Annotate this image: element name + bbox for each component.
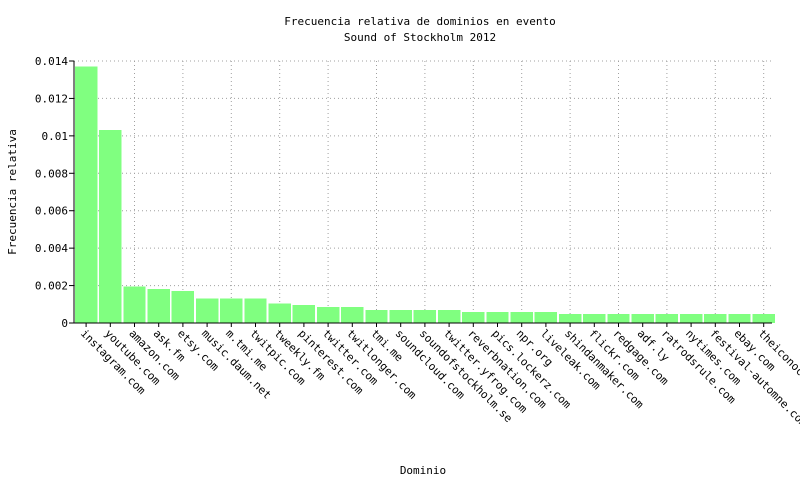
bar-npr-org [510, 311, 533, 323]
grid [74, 60, 772, 323]
bar-liveleak-com [534, 311, 558, 323]
bar-flickr-com [583, 314, 606, 323]
y-tick-label: 0.012 [35, 92, 68, 105]
y-tick-label: 0 [61, 317, 68, 330]
bar-ask-fm [147, 288, 170, 323]
chart-title: Frecuencia relativa de dominios en event… [284, 15, 556, 28]
axes [69, 60, 772, 327]
y-tick-labels: 0 0.002 0.004 0.006 0.008 0.01 0.012 0.014 [35, 55, 68, 330]
bars [74, 66, 775, 324]
bar-music-daum-net [195, 298, 219, 323]
bar-ebay-com [728, 314, 751, 323]
bar-twitlonger-com [341, 307, 364, 323]
x-axis-label: Dominio [400, 464, 446, 477]
bar-pics-lockerz-com [486, 311, 509, 323]
bar-theiconoclasts-com [752, 314, 775, 323]
bar-amazon-com [123, 286, 146, 323]
x-tick-labels: instagram.comyoutube.comamazon.comask.fm… [78, 327, 800, 430]
bar-twitter-com [316, 307, 340, 323]
bar-soundofstockholm-se [413, 309, 437, 323]
bar-redgage-com [607, 314, 630, 323]
bar-twitpic-com [244, 298, 267, 323]
bar-festival-automne-com [704, 314, 727, 323]
y-tick-label: 0.006 [35, 205, 68, 218]
bar-twitter-yfrog-com [437, 309, 461, 323]
bar-youtube-com [99, 130, 122, 323]
y-tick-label: 0.01 [42, 130, 69, 143]
chart-subtitle: Sound of Stockholm 2012 [344, 31, 496, 44]
y-tick-label: 0.004 [35, 242, 68, 255]
bar-ratrodsrule-com [655, 314, 679, 323]
bar-m-tmi-me [220, 298, 243, 323]
y-axis-label: Frecuencia relativa [6, 129, 19, 255]
y-tick-label: 0.008 [35, 167, 68, 180]
bar-adf-ly [631, 314, 654, 323]
y-tick-label: 0.002 [35, 280, 68, 293]
bar-soundcloud-com [389, 309, 412, 323]
bar-tweekly-fm [268, 303, 291, 323]
bar-etsy-com [171, 291, 195, 323]
bar-pinterest-com [292, 305, 316, 323]
bar-reverbnation-com [462, 311, 485, 323]
bar-nytimes-com [679, 314, 703, 323]
bar-tmi-me [365, 309, 388, 323]
bar-instagram-com [74, 66, 98, 324]
bar-shindanmaker-com [558, 314, 582, 323]
y-tick-label: 0.014 [35, 55, 68, 68]
